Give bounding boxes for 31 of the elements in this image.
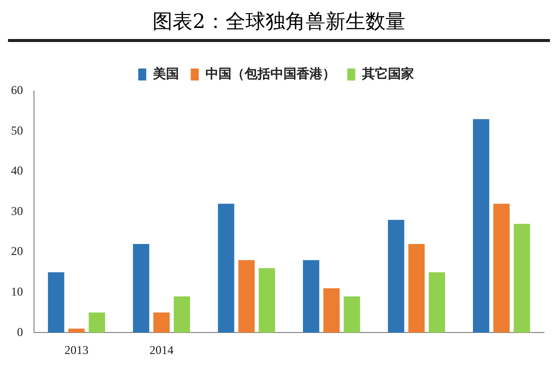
bar	[514, 224, 530, 333]
bar	[344, 296, 360, 333]
bar	[174, 296, 190, 333]
bar	[302, 260, 320, 333]
bar	[388, 220, 404, 333]
bar	[48, 272, 64, 333]
bar	[88, 312, 106, 333]
bar	[218, 204, 234, 333]
y-tick-label: 50	[11, 123, 23, 138]
y-tick-label: 0	[17, 324, 23, 339]
bar	[153, 312, 170, 333]
bar	[323, 288, 340, 333]
legend-label: 其它国家	[360, 66, 414, 82]
y-tick-label: 40	[11, 164, 23, 178]
y-tick-label: 60	[11, 83, 23, 98]
chart-title: 图表2：全球独角兽新生数量	[152, 8, 406, 35]
bar	[68, 328, 85, 333]
bar	[132, 244, 150, 333]
legend-label: 中国（包括中国香港）	[205, 66, 336, 82]
bar	[258, 268, 276, 333]
bar	[428, 272, 446, 333]
y-tick-label: 30	[11, 204, 23, 218]
x-tick-label: 2013	[64, 342, 88, 357]
bar	[408, 244, 425, 333]
y-tick-label: 20	[11, 244, 23, 258]
x-tick-label: 2014	[150, 342, 174, 357]
bar	[238, 260, 255, 333]
legend-label: 美国	[152, 66, 179, 82]
bar	[493, 204, 510, 333]
y-tick-label: 10	[11, 284, 23, 298]
bar	[472, 119, 490, 333]
